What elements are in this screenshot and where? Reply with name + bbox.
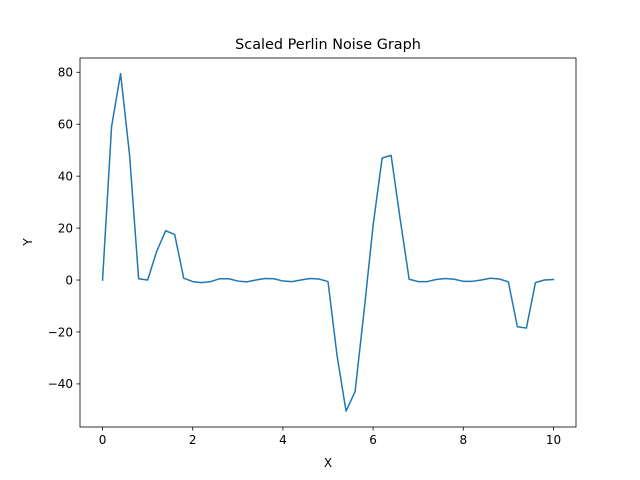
y-tick-label: 60 [58,118,73,132]
plot-area: 0 2 4 6 8 10 −40 −20 0 20 40 60 80 [48,57,577,447]
x-tick-label: 10 [546,433,561,447]
x-tick-label: 0 [99,433,107,447]
series-line-0 [101,72,555,412]
y-tick-label: 80 [58,66,73,80]
y-tick-label: 40 [58,169,73,183]
y-axis-label: Y [21,238,35,247]
y-tick-label: −20 [48,325,73,339]
x-tick-label: 4 [279,433,287,447]
y-tick-label: 20 [58,221,73,235]
y-tick-label: −40 [48,377,73,391]
y-tick-label: 0 [65,273,73,287]
chart-title: Scaled Perlin Noise Graph [235,37,421,53]
plot-frame [79,57,577,428]
x-tick-label: 2 [189,433,197,447]
x-tick-label: 6 [369,433,377,447]
x-axis-label: X [324,456,332,470]
x-tick-label: 8 [459,433,467,447]
